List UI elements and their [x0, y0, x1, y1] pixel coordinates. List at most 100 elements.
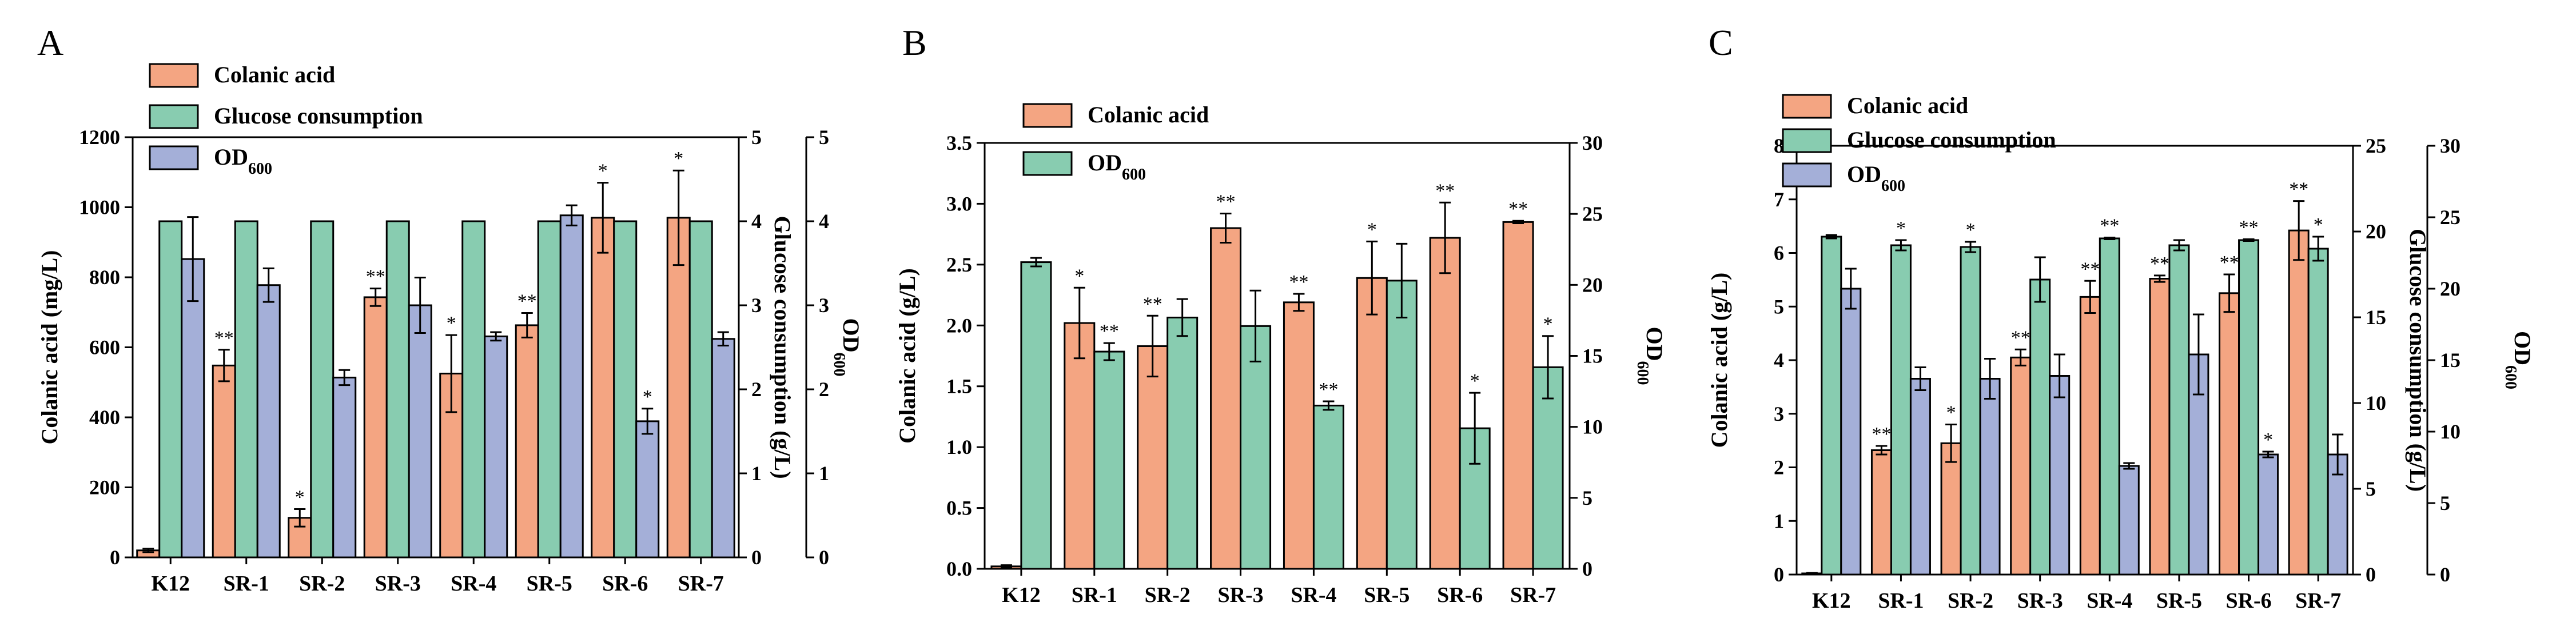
legend-swatch	[1782, 128, 1832, 153]
legend-swatch	[1782, 94, 1832, 119]
bar	[256, 284, 281, 559]
bar	[1283, 301, 1315, 570]
x-tick-label: SR-6	[602, 572, 648, 596]
panel-label: A	[37, 22, 63, 63]
y2-axis-title: Glucose consumption (g/L)	[2405, 229, 2431, 492]
x-tick-label: K12	[1002, 583, 1041, 607]
x-tick-label: SR-7	[678, 572, 724, 596]
legend-swatch	[149, 145, 199, 170]
y2-tick-label: 20	[1582, 273, 1603, 296]
legend-label: Colanic acid	[214, 62, 335, 87]
y2-tick-label: 4	[751, 210, 762, 233]
bar	[635, 420, 660, 559]
bar	[158, 220, 183, 559]
bar	[1312, 404, 1344, 570]
x-tick-label: SR-2	[1948, 589, 1993, 613]
legend-label: OD600	[214, 144, 272, 178]
legend-label: Colanic acid	[1847, 93, 1968, 118]
bar	[385, 220, 410, 559]
bar	[2029, 278, 2051, 576]
significance-mark: **	[2289, 179, 2308, 200]
significance-mark: **	[2220, 252, 2239, 273]
y-tick-label: 0.5	[946, 497, 972, 520]
y-tick-label: 1200	[79, 126, 120, 149]
y-tick-label: 200	[89, 476, 120, 499]
significance-mark: **	[1216, 191, 1236, 212]
x-tick-label: SR-3	[375, 572, 421, 596]
bar	[711, 338, 735, 559]
bar	[1821, 236, 1842, 576]
bar	[2258, 453, 2279, 576]
y2-tick-label: 20	[2366, 220, 2386, 243]
significance-mark: *	[674, 148, 683, 169]
y-tick-label: 1	[1774, 509, 1784, 532]
y2-tick-label: 0	[751, 546, 762, 569]
x-tick-label: SR-6	[2225, 589, 2271, 613]
bar	[1870, 449, 1892, 576]
bar	[212, 364, 236, 559]
y-tick-label: 0	[110, 546, 120, 569]
bar	[363, 296, 388, 559]
y3-tick-label: 5	[2440, 492, 2450, 515]
y2-axis-title: OD600	[1634, 327, 1668, 385]
y-tick-label: 600	[89, 336, 120, 359]
bar	[613, 220, 638, 559]
y3-axis-title: OD600	[831, 318, 865, 377]
bar	[1840, 288, 1862, 576]
legend-label: Colanic acid	[1088, 102, 1209, 127]
x-tick-label: SR-5	[2156, 589, 2202, 613]
bar	[688, 220, 713, 559]
x-tick-label: SR-7	[2295, 589, 2341, 613]
bar	[1940, 442, 1962, 576]
bar	[2219, 292, 2240, 576]
bar	[310, 220, 335, 559]
y2-axis-title: Glucose consumption (g/L)	[770, 216, 795, 478]
significance-mark: *	[1543, 314, 1553, 335]
y3-tick-label: 4	[819, 210, 829, 233]
x-tick-label: SR-1	[224, 572, 269, 596]
y-tick-label: 8	[1774, 134, 1784, 157]
panel-label: C	[1709, 22, 1733, 63]
y3-tick-label: 1	[819, 462, 829, 485]
y-tick-label: 400	[89, 406, 120, 429]
x-tick-label: SR-4	[451, 572, 496, 596]
y2-tick-label: 25	[2366, 134, 2386, 157]
y-tick-label: 4	[1774, 349, 1784, 372]
y-tick-label: 0	[1774, 563, 1784, 586]
bar	[1979, 378, 2001, 576]
bar	[1356, 277, 1388, 570]
significance-mark: *	[1367, 219, 1377, 240]
bar	[2099, 237, 2120, 576]
y-tick-label: 1000	[79, 196, 120, 219]
bar	[1020, 261, 1052, 570]
bar	[1909, 378, 1931, 576]
x-tick-label: SR-1	[1878, 589, 1924, 613]
x-tick-label: SR-5	[1364, 583, 1410, 607]
y-tick-label: 3.5	[946, 131, 972, 154]
y3-tick-label: 0	[2440, 563, 2450, 586]
y3-tick-label: 30	[2440, 134, 2460, 157]
y3-tick-label: 0	[819, 546, 829, 569]
bar	[1960, 246, 1981, 576]
bar	[2079, 296, 2101, 576]
y2-tick-label: 10	[2366, 392, 2386, 414]
legend-swatch	[149, 104, 199, 129]
x-tick-label: SR-2	[1145, 583, 1191, 607]
y3-tick-label: 10	[2440, 420, 2460, 443]
y3-axis-title: OD600	[2502, 331, 2536, 389]
y-tick-label: 1.0	[946, 436, 972, 458]
panel-a: A 0 200 400 600 800 1000 1200 0 1 2 3 4 5 0 1 2 3 4 5 Colani…	[37, 22, 864, 596]
significance-mark: **	[1143, 293, 1162, 314]
x-tick-label: SR-3	[2017, 589, 2063, 613]
bar	[591, 217, 615, 559]
significance-mark: **	[1872, 424, 1891, 445]
legend-swatch	[1782, 162, 1832, 188]
bar	[2307, 248, 2329, 576]
y-tick-label: 800	[89, 266, 120, 289]
y2-tick-label: 0	[1582, 557, 1592, 580]
legend-swatch	[1022, 103, 1073, 128]
significance-mark: *	[598, 161, 608, 182]
bar	[1502, 221, 1534, 570]
y2-tick-label: 2	[751, 378, 762, 401]
